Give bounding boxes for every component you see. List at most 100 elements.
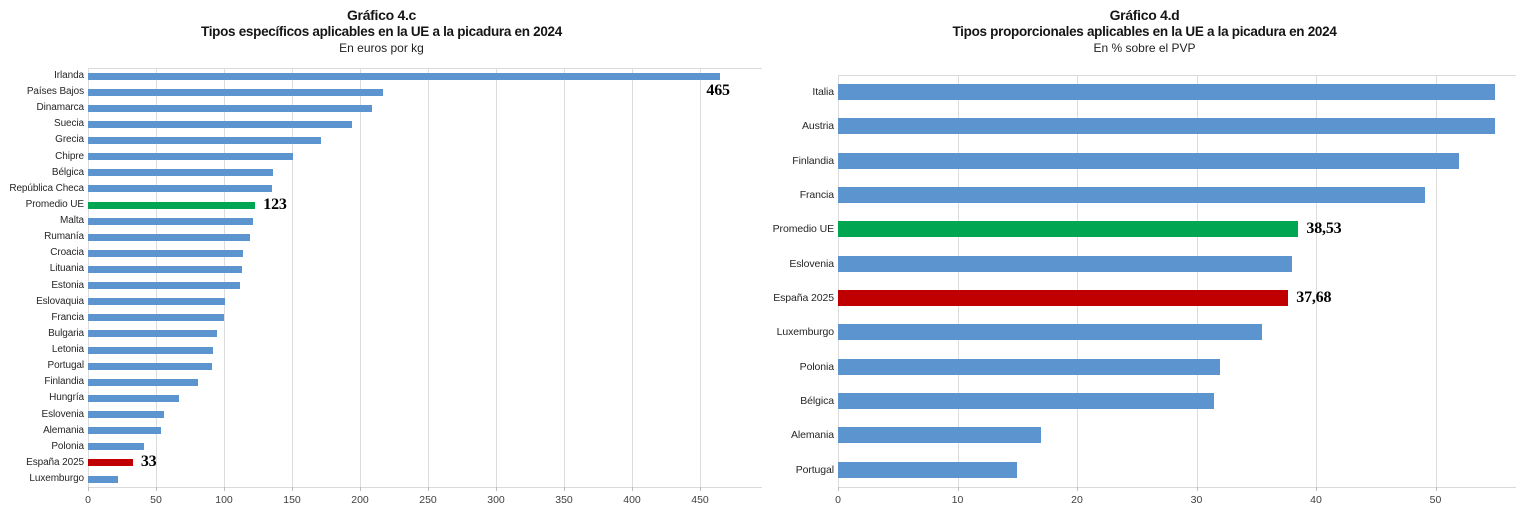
value-label: 123 xyxy=(263,195,287,213)
chart-title: Gráfico 4.d xyxy=(1109,7,1180,23)
value-label: 37,68 xyxy=(1296,288,1332,306)
category-label: Lituania xyxy=(49,263,84,275)
axis-tick-label: 10 xyxy=(951,493,964,506)
axis-tick-mark xyxy=(700,487,701,492)
bar xyxy=(838,152,1460,169)
gridline xyxy=(957,75,959,487)
bar xyxy=(838,255,1293,272)
axis-tick-label: 0 xyxy=(85,494,91,507)
category-label: Portugal xyxy=(795,463,834,476)
category-label: Portugal xyxy=(47,360,85,372)
bar xyxy=(88,459,133,467)
category-label: Hungría xyxy=(49,392,84,404)
gridline xyxy=(156,68,157,488)
axis-tick-mark xyxy=(496,487,497,492)
bar xyxy=(88,249,244,257)
bar xyxy=(88,298,226,306)
bar xyxy=(88,378,199,386)
category-label: Grecia xyxy=(55,134,84,146)
bar xyxy=(838,393,1215,410)
category-label: Chipre xyxy=(55,150,84,162)
bar xyxy=(88,169,273,177)
category-label: Letonia xyxy=(51,344,84,356)
axis-tick-mark xyxy=(1196,486,1198,491)
chart-header: Gráfico 4.d Tipos proporcionales aplicab… xyxy=(763,7,1526,55)
plot-border-top xyxy=(838,75,1516,76)
category-label: Estonia xyxy=(51,279,84,291)
gridline xyxy=(428,68,429,488)
bar xyxy=(88,475,118,483)
bar xyxy=(838,84,1496,101)
gridline xyxy=(292,68,293,488)
category-label: Bélgica xyxy=(800,394,834,407)
value-label: 465 xyxy=(706,82,730,100)
axis-tick-mark xyxy=(632,487,633,492)
gridline xyxy=(1435,75,1437,487)
bar xyxy=(88,104,373,112)
axis-tick-label: 300 xyxy=(487,494,505,507)
category-label: Alemania xyxy=(43,424,84,436)
bar xyxy=(88,72,721,80)
gridline xyxy=(700,68,701,488)
category-label: Bulgaria xyxy=(48,327,84,339)
chart-units-label: En euros por kg xyxy=(339,41,424,55)
axis-tick-mark xyxy=(224,487,225,492)
category-label: Alemania xyxy=(791,429,834,442)
axis-tick-mark xyxy=(1316,486,1317,491)
category-label: Polonia xyxy=(799,360,834,373)
gridline xyxy=(1316,75,1317,487)
category-label: República Checa xyxy=(9,182,84,194)
bar xyxy=(838,358,1221,375)
axis-tick-label: 30 xyxy=(1190,493,1203,506)
bar xyxy=(838,427,1042,444)
bar xyxy=(88,185,272,193)
gridline xyxy=(496,68,497,488)
gridline xyxy=(224,68,225,488)
gridline xyxy=(88,68,89,488)
gridline xyxy=(1077,75,1078,487)
chart-header: Gráfico 4.c Tipos específicos aplicables… xyxy=(0,7,763,55)
axis-tick-label: 350 xyxy=(555,494,573,507)
chart-title: Gráfico 4.c xyxy=(346,7,417,23)
axis-tick-label: 50 xyxy=(1429,493,1442,506)
plot-border-bottom xyxy=(88,487,762,489)
category-label: Francia xyxy=(799,188,834,201)
gridline xyxy=(564,68,565,488)
bar xyxy=(88,330,218,338)
plot-area: 0 10 20 30 40 50 Italia Austria Finlandia Francia… xyxy=(763,75,1526,524)
category-label: Bélgica xyxy=(51,166,84,178)
gridline xyxy=(1196,75,1198,487)
bar xyxy=(88,233,250,241)
bar xyxy=(838,221,1299,238)
axis-tick-mark xyxy=(156,487,157,492)
chart-title-line2: Tipos específicos aplicables en la UE a … xyxy=(201,24,562,39)
axis-tick-mark xyxy=(292,487,293,492)
axis-tick-mark xyxy=(1077,486,1078,491)
gridline xyxy=(632,68,633,488)
bar xyxy=(88,282,241,290)
axis-tick-mark xyxy=(838,486,839,491)
category-label: Austria xyxy=(802,120,834,133)
axis-tick-label: 0 xyxy=(835,493,841,506)
category-label: Países Bajos xyxy=(26,86,84,98)
bar xyxy=(88,346,214,354)
value-label: 33 xyxy=(140,453,157,471)
axis-tick-mark xyxy=(1435,486,1437,491)
bar xyxy=(838,290,1289,307)
bar xyxy=(88,394,180,402)
axis-tick-mark xyxy=(428,487,429,492)
axis-tick-label: 100 xyxy=(215,494,233,507)
bar xyxy=(88,362,212,370)
category-label: Finlandia xyxy=(44,376,84,388)
category-label: Polonia xyxy=(51,440,84,452)
bar xyxy=(88,217,253,225)
category-label: Italia xyxy=(812,86,834,98)
category-label: Dinamarca xyxy=(36,102,85,114)
axis-tick-label: 400 xyxy=(623,494,641,507)
category-label: Eslovenia xyxy=(41,408,85,420)
bar xyxy=(88,411,165,419)
category-label: España 2025 xyxy=(773,291,834,304)
bar xyxy=(88,266,242,273)
axis-tick-mark xyxy=(360,487,361,492)
